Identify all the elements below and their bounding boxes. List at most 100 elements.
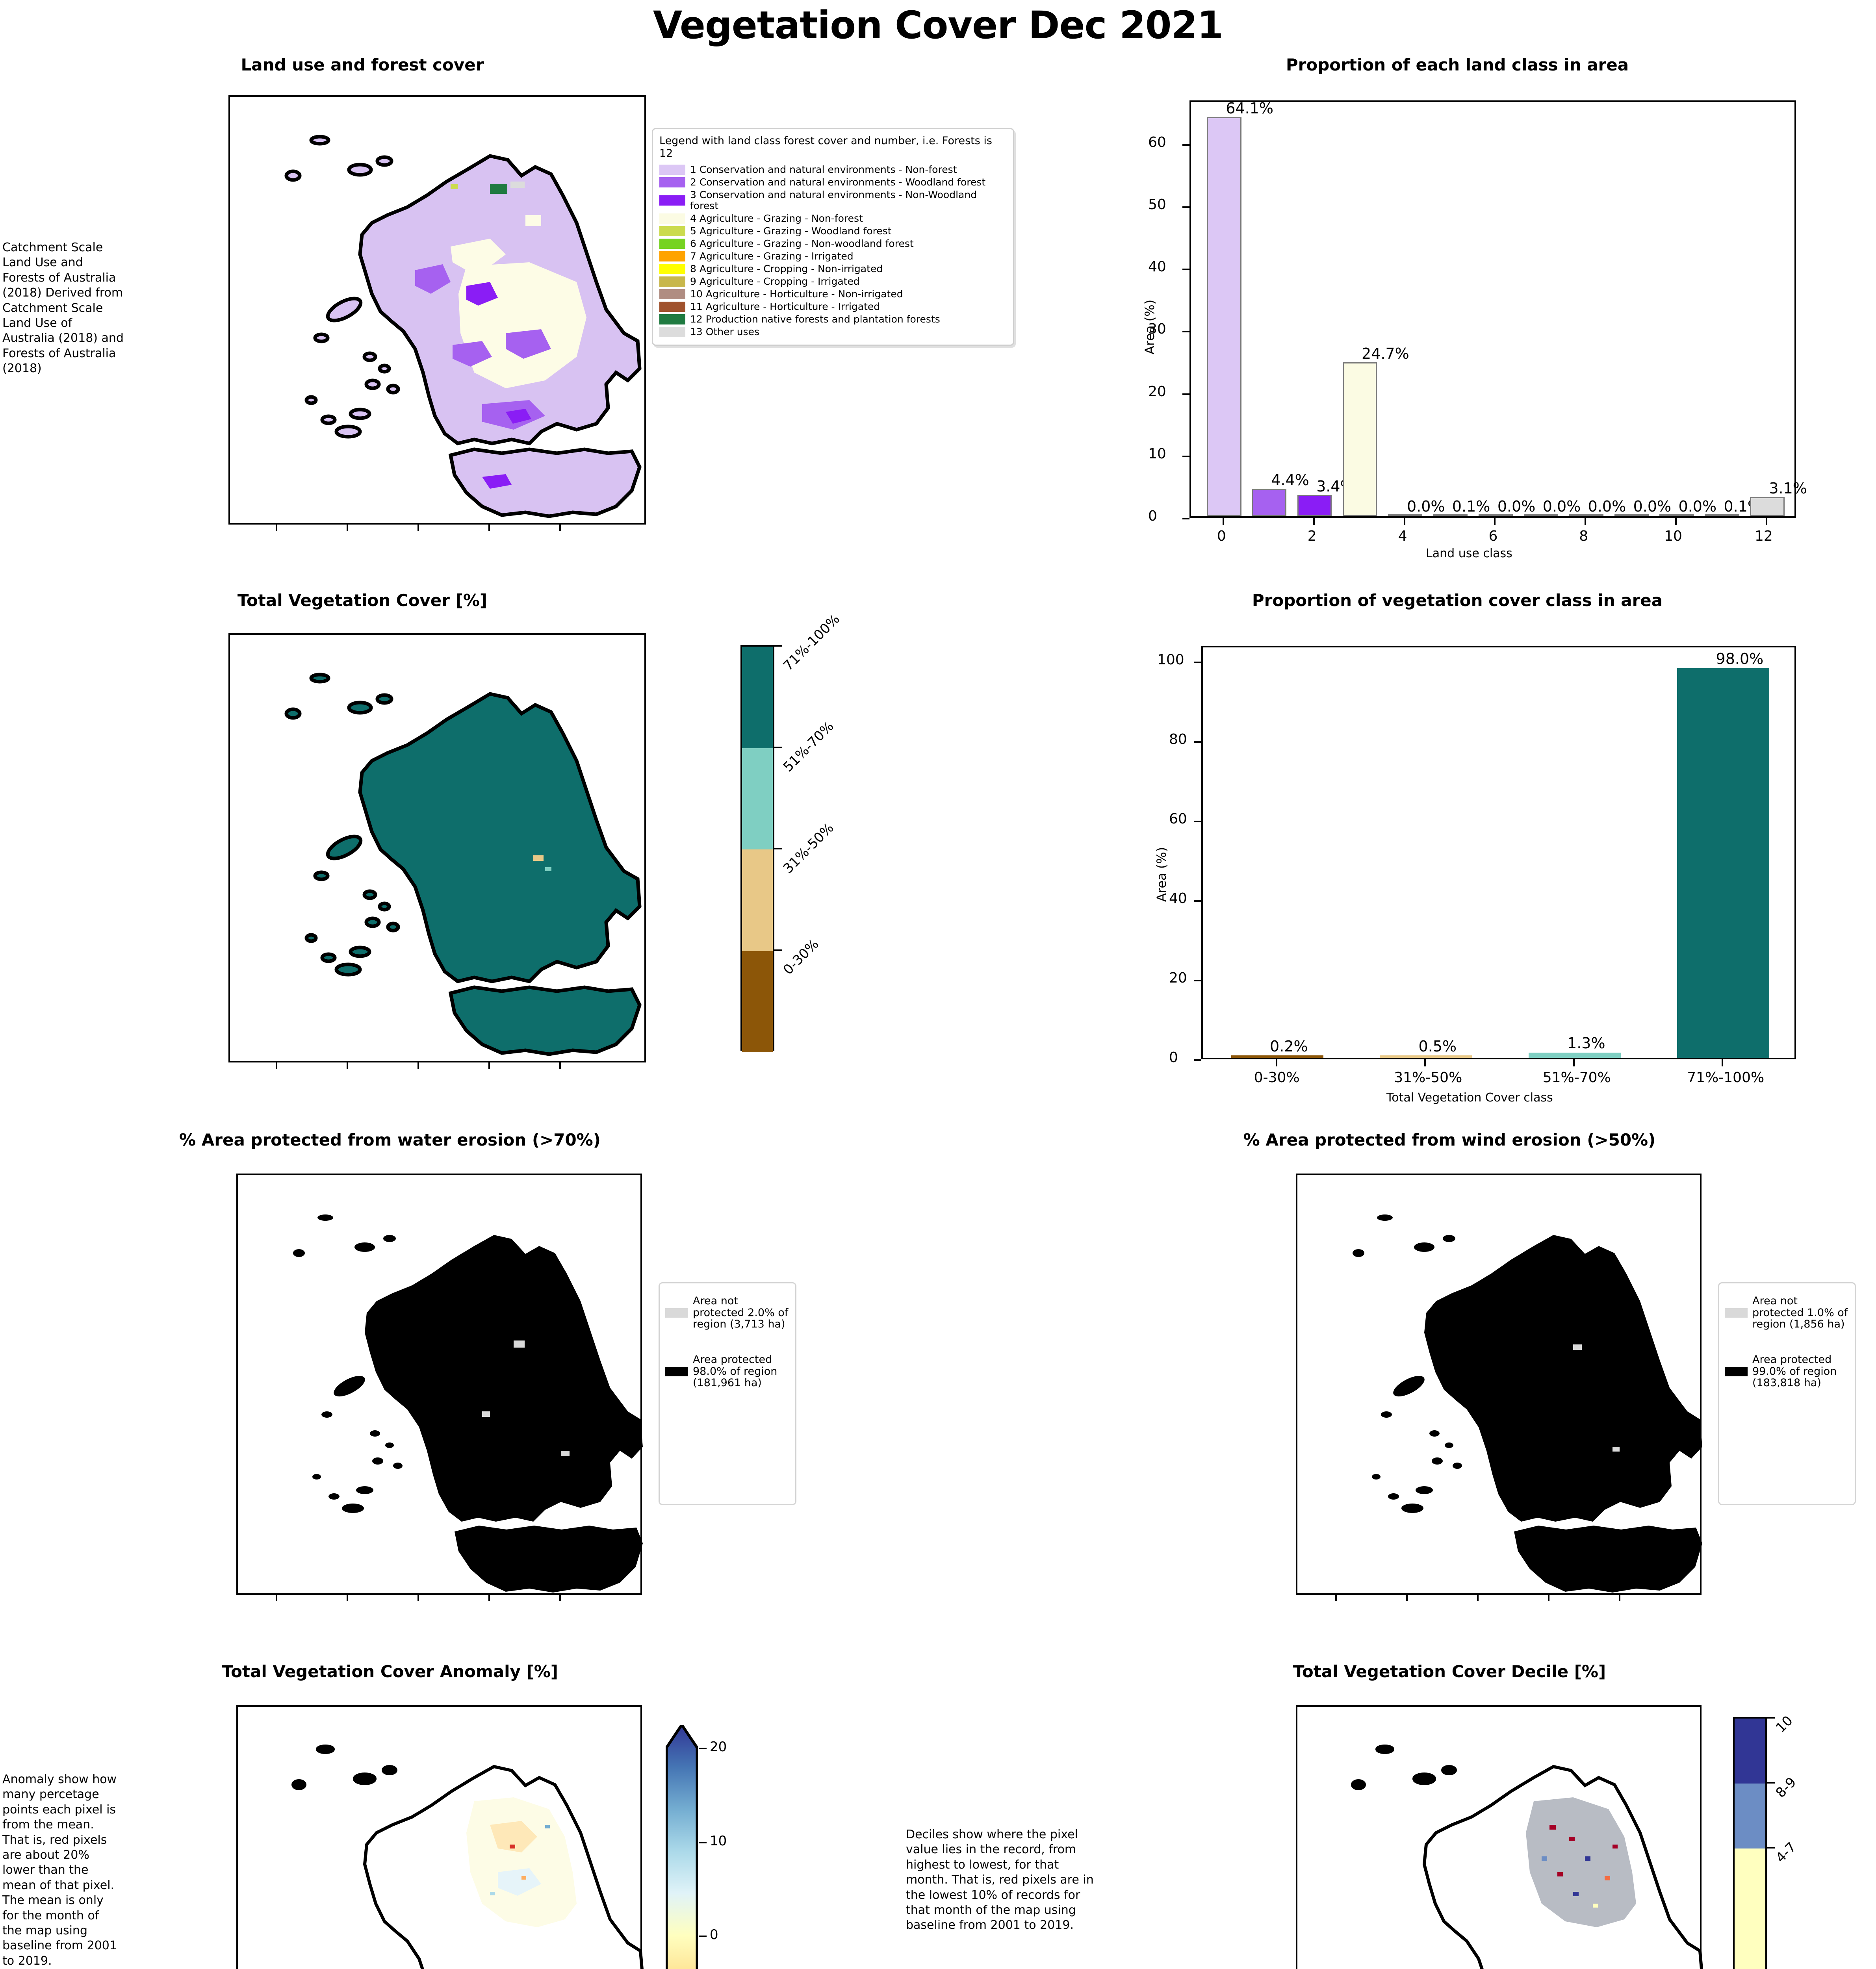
legend-label: 10 Agriculture - Horticulture - Non-irri… xyxy=(690,288,903,300)
y-tick xyxy=(1182,393,1189,395)
bar-value-label: 98.0% xyxy=(1716,650,1764,667)
colorbar-segment xyxy=(742,748,773,849)
panel-title-water-erosion: % Area protected from water erosion (>70… xyxy=(179,1130,601,1150)
panel-title-veg-class-bar: Proportion of vegetation cover class in … xyxy=(1252,591,1663,610)
veg-class-xlabel: Total Vegetation Cover class xyxy=(1386,1091,1553,1105)
bar[interactable] xyxy=(1380,1055,1472,1058)
bar[interactable] xyxy=(1677,668,1770,1058)
x-tick-label: 31%-50% xyxy=(1394,1070,1462,1086)
bar[interactable] xyxy=(1528,1052,1621,1058)
y-tick-label: 40 xyxy=(1148,259,1166,275)
colorbar-segment xyxy=(1735,1848,1765,1969)
legend-label: 5 Agriculture - Grazing - Woodland fores… xyxy=(690,225,892,237)
panel-title-veg-cover: Total Vegetation Cover [%] xyxy=(237,591,488,610)
colorbar-segment xyxy=(742,951,773,1052)
x-tick-label: 10 xyxy=(1664,528,1682,544)
colorbar-segment xyxy=(742,647,773,748)
bar-value-label: 0.0% xyxy=(1407,498,1445,515)
colorbar-label: 10 xyxy=(1772,1713,1796,1736)
bar[interactable] xyxy=(1231,1055,1323,1058)
water-erosion-map[interactable] xyxy=(236,1174,643,1595)
colorbar-label: 20 xyxy=(710,1739,727,1755)
x-tick xyxy=(1494,518,1496,525)
bar-value-label: 0.0% xyxy=(1633,498,1672,515)
legend-label: 7 Agriculture - Grazing - Irrigated xyxy=(690,250,854,262)
decile-colorbar[interactable] xyxy=(1733,1717,1767,1969)
y-tick xyxy=(1194,1059,1201,1061)
bar[interactable] xyxy=(1297,495,1332,516)
water-erosion-legend-protected: Area protected 98.0% of region (181,961 … xyxy=(665,1354,790,1389)
bar[interactable] xyxy=(1659,514,1694,516)
wind-erosion-legend-not-protected: Area not protected 1.0% of region (1,856… xyxy=(1725,1295,1849,1330)
veg-class-bar-chart[interactable]: 0.2% 0.5% 1.3% 98.0% xyxy=(1201,646,1796,1059)
bar[interactable] xyxy=(1569,514,1603,516)
x-tick xyxy=(1675,518,1677,525)
land-use-legend-item: 1 Conservation and natural environments … xyxy=(659,164,1007,175)
land-use-legend[interactable]: Legend with land class forest cover and … xyxy=(652,128,1014,346)
veg-cover-colorbar[interactable] xyxy=(740,645,774,1052)
bar[interactable] xyxy=(1343,362,1377,516)
x-tick-label: 8 xyxy=(1579,528,1588,544)
land-use-legend-item: 10 Agriculture - Horticulture - Non-irri… xyxy=(659,288,1007,300)
land-use-legend-item: 3 Conservation and natural environments … xyxy=(659,189,1007,211)
x-tick xyxy=(1766,518,1767,525)
water-erosion-map-svg xyxy=(293,1214,643,1593)
anomaly-colorbar[interactable] xyxy=(666,1725,713,1969)
bar[interactable] xyxy=(1705,514,1739,516)
y-tick xyxy=(1194,821,1201,823)
source-note: Catchment Scale Land Use and Forests of … xyxy=(2,241,124,376)
x-tick-label: 0-30% xyxy=(1254,1070,1300,1086)
bar[interactable] xyxy=(1252,489,1287,516)
wind-erosion-legend[interactable]: Area not protected 1.0% of region (1,856… xyxy=(1718,1282,1856,1505)
veg-cover-map[interactable] xyxy=(228,633,646,1062)
legend-label: 11 Agriculture - Horticulture - Irrigate… xyxy=(690,300,880,312)
x-tick xyxy=(1222,518,1224,525)
panel-title-land-use: Land use and forest cover xyxy=(241,55,484,74)
land-class-ylabel: Area (%) xyxy=(1142,299,1157,354)
decile-map-svg xyxy=(1351,1745,1703,1969)
y-tick-label: 30 xyxy=(1148,321,1166,337)
colorbar-label: 8-9 xyxy=(1772,1774,1800,1801)
land-use-legend-item: 13 Other uses xyxy=(659,326,1007,337)
legend-label: 3 Conservation and natural environments … xyxy=(690,189,977,211)
x-tick xyxy=(1403,518,1405,525)
bar[interactable] xyxy=(1388,514,1423,516)
colorbar-segment xyxy=(1735,1784,1765,1849)
y-tick xyxy=(1194,900,1201,902)
decile-map[interactable] xyxy=(1296,1705,1703,1969)
y-tick-label: 20 xyxy=(1169,970,1187,986)
bar[interactable] xyxy=(1207,117,1241,516)
y-tick xyxy=(1194,741,1201,743)
bar[interactable] xyxy=(1614,514,1649,516)
protected-swatch xyxy=(1725,1366,1748,1376)
legend-label: 9 Agriculture - Cropping - Irrigated xyxy=(690,275,860,287)
colorbar-tick xyxy=(774,645,782,647)
not-protected-swatch xyxy=(1725,1308,1748,1318)
bar-value-label: 0.0% xyxy=(1678,498,1717,515)
bar[interactable] xyxy=(1750,497,1785,516)
land-use-legend-item: 4 Agriculture - Grazing - Non-forest xyxy=(659,213,1007,224)
bar[interactable] xyxy=(1478,514,1513,516)
legend-swatch xyxy=(659,263,685,274)
anomaly-map-svg xyxy=(291,1745,644,1969)
bar[interactable] xyxy=(1523,514,1559,516)
colorbar-label: 10 xyxy=(710,1833,727,1849)
bar-value-label: 64.1% xyxy=(1226,99,1273,117)
colorbar-tick xyxy=(1767,1847,1775,1849)
bar[interactable] xyxy=(1433,514,1468,516)
legend-label: 1 Conservation and natural environments … xyxy=(690,163,957,175)
colorbar-label: 31%-50% xyxy=(780,819,837,877)
anomaly-map[interactable] xyxy=(236,1705,644,1969)
land-use-legend-title: Legend with land class forest cover and … xyxy=(659,135,992,160)
land-use-legend-item: 11 Agriculture - Horticulture - Irrigate… xyxy=(659,301,1007,312)
land-use-map[interactable] xyxy=(228,95,646,525)
colorbar-tick xyxy=(774,746,782,748)
water-erosion-legend[interactable]: Area not protected 2.0% of region (3,713… xyxy=(659,1282,796,1505)
legend-label: 12 Production native forests and plantat… xyxy=(690,313,940,325)
legend-label: 8 Agriculture - Cropping - Non-irrigated xyxy=(690,263,883,274)
land-class-bar-chart[interactable]: 64.1% 4.4% 3.4% 24.7% 0.0% 0.1% 0.0% 0.0% 0.0% 0.… xyxy=(1189,99,1807,518)
wind-erosion-map[interactable] xyxy=(1296,1174,1702,1595)
land-use-legend-item: 5 Agriculture - Grazing - Woodland fores… xyxy=(659,225,1007,237)
y-tick-label: 60 xyxy=(1169,811,1187,827)
y-tick-label: 20 xyxy=(1148,383,1166,400)
